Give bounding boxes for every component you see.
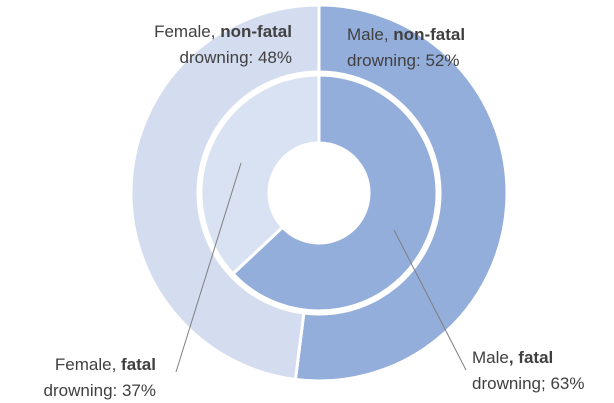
label-line2: drowning:: [44, 381, 122, 400]
label-part: , fatal: [509, 348, 553, 367]
slice-label: Female, fatal: [55, 355, 156, 374]
label-part: Male: [472, 348, 509, 367]
value-label: 52%: [425, 51, 459, 70]
donut-slice: [129, 3, 321, 382]
rings: [129, 3, 509, 383]
slice-label: drowning: 37%: [44, 381, 156, 400]
slice-label: drowning: 52%: [347, 51, 459, 70]
label-part: Male,: [347, 25, 393, 44]
donut-slice: [199, 73, 321, 276]
value-label: 48%: [258, 48, 292, 67]
label-part: Female,: [154, 22, 220, 41]
slice-label: drowning; 63%: [472, 374, 584, 393]
label-line2: drowning;: [472, 374, 550, 393]
value-label: 63%: [550, 374, 584, 393]
label-part: fatal: [121, 355, 156, 374]
label-part: Female,: [55, 355, 121, 374]
donut-slice: [230, 73, 439, 313]
label-part: non-fatal: [393, 25, 465, 44]
value-label: 37%: [122, 381, 156, 400]
label-line2: drowning:: [347, 51, 425, 70]
label-part: non-fatal: [220, 22, 292, 41]
label-line2: drowning:: [180, 48, 258, 67]
leader-line: [175, 162, 242, 373]
donut-slice: [293, 3, 509, 383]
slice-label: Male, fatal: [472, 348, 553, 367]
slice-label: Male, non-fatal: [347, 25, 465, 44]
leader-line: [393, 229, 467, 371]
slice-label: drowning: 48%: [180, 48, 292, 67]
slice-label: Female, non-fatal: [154, 22, 292, 41]
